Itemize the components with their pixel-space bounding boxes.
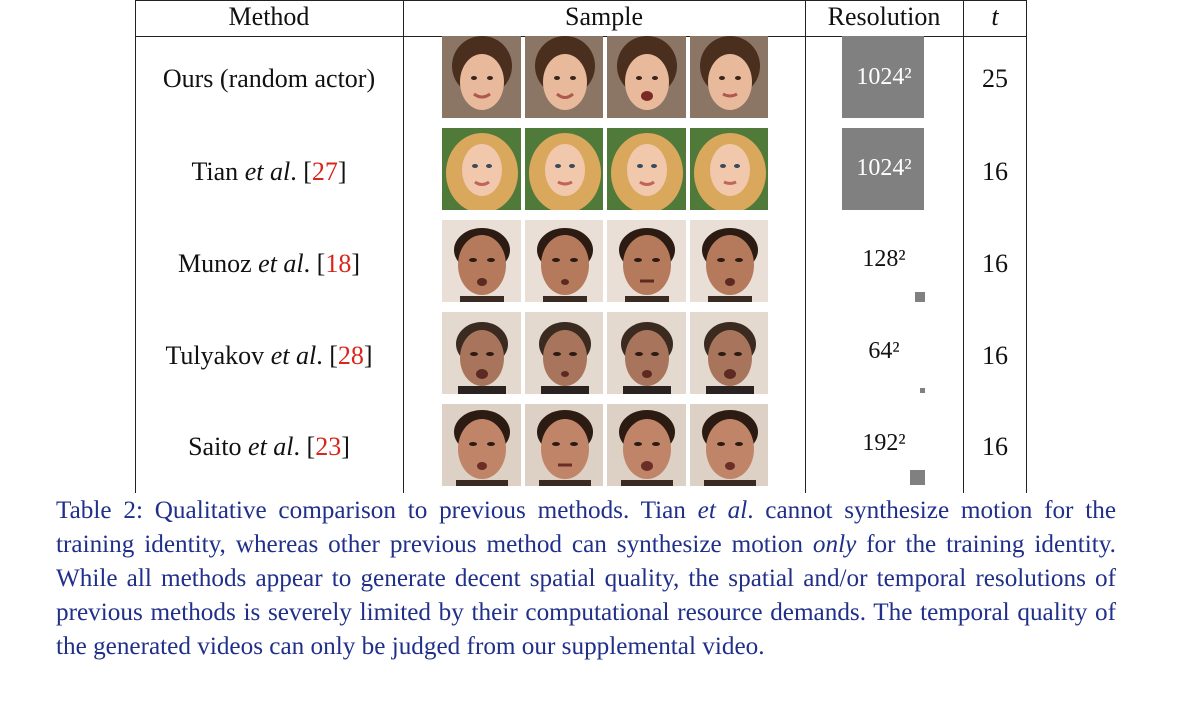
caption-text: Table 2: Qualitative comparison to previ… [56, 497, 698, 524]
method-cell: Tulyakov et al. [28] [135, 341, 403, 371]
sample-strip [442, 312, 768, 394]
resolution-size-block [910, 470, 925, 485]
table-row: Saito et al. [23] 192² 16 [135, 404, 1027, 493]
face-frame [524, 220, 603, 302]
header-method: Method [228, 2, 310, 31]
method-punct: . [ [316, 341, 338, 370]
resolution-value: 1024² [856, 64, 912, 90]
resolution-value: 64² [868, 338, 900, 364]
face-frame [442, 312, 521, 394]
method-etal: et al [248, 432, 294, 461]
method-name: Ours (random actor) [162, 64, 376, 93]
face-frame [607, 128, 686, 210]
resolution-size-block [842, 128, 924, 210]
method-cell: Ours (random actor) [135, 64, 403, 94]
face-frame [524, 404, 603, 486]
face-frame [607, 312, 686, 394]
face-frame [689, 404, 768, 486]
caption-text: . cannot synthesize motion for the train… [56, 497, 1116, 558]
t-value: 25 [982, 64, 1008, 93]
table-row: Ours (random actor) 1024² 25 [135, 36, 1027, 128]
face-frame [524, 128, 603, 210]
face-frame [689, 312, 768, 394]
table-caption: Table 2: Qualitative comparison to previ… [56, 494, 1116, 664]
t-value: 16 [982, 341, 1008, 370]
sample-strip [442, 128, 768, 210]
header-resolution: Resolution [827, 2, 941, 31]
citation-link[interactable]: 23 [315, 432, 342, 461]
face-frame [524, 36, 603, 118]
method-etal: et al [244, 157, 291, 186]
caption-text: for the training identity. While all met… [56, 531, 1116, 660]
table-row: Munoz et al. [18] 128² 16 [135, 220, 1027, 312]
face-frame [442, 404, 521, 486]
resolution-size-block [920, 388, 925, 393]
caption-etal: et al [697, 497, 748, 524]
method-punct: . [ [303, 249, 326, 278]
t-value: 16 [982, 249, 1008, 278]
face-frame [442, 220, 521, 302]
method-bracket: ] [337, 157, 347, 186]
method-etal: et al [270, 341, 317, 370]
comparison-table: Method Sample Resolution t Ours (random … [135, 0, 1027, 493]
method-punct: . [ [290, 157, 312, 186]
t-value: 16 [982, 157, 1008, 186]
sample-strip [442, 36, 768, 118]
method-name: Munoz [177, 249, 259, 278]
face-frame [442, 128, 521, 210]
citation-link[interactable]: 18 [325, 249, 352, 278]
sample-strip [442, 220, 768, 302]
citation-link[interactable]: 28 [337, 341, 364, 370]
method-cell: Saito et al. [23] [135, 432, 403, 462]
table-row: Tulyakov et al. [28] 64² 16 [135, 312, 1027, 404]
face-frame [607, 220, 686, 302]
method-bracket: ] [363, 341, 373, 370]
resolution-value: 192² [862, 430, 906, 456]
face-frame [607, 404, 686, 486]
caption-only: only [812, 531, 857, 558]
face-frame [689, 128, 768, 210]
resolution-value: 128² [862, 246, 906, 272]
resolution-value: 1024² [856, 155, 912, 181]
method-name: Tian [191, 157, 245, 186]
resolution-size-block [842, 36, 924, 118]
method-etal: et al [258, 249, 304, 278]
t-value: 16 [982, 432, 1008, 461]
method-cell: Tian et al. [27] [135, 157, 403, 187]
table-row: Tian et al. [27] 1024² 16 [135, 128, 1027, 220]
header-t: t [991, 2, 999, 31]
method-name: Saito [188, 432, 249, 461]
citation-link[interactable]: 27 [311, 157, 338, 186]
header-sample: Sample [565, 2, 643, 31]
resolution-size-block [915, 292, 925, 302]
sample-strip [442, 404, 768, 486]
method-cell: Munoz et al. [18] [135, 249, 403, 279]
method-bracket: ] [351, 249, 360, 278]
face-frame [524, 312, 603, 394]
method-punct: . [ [293, 432, 316, 461]
face-frame [689, 36, 768, 118]
face-frame [689, 220, 768, 302]
face-frame [607, 36, 686, 118]
face-frame [442, 36, 521, 118]
method-name: Tulyakov [165, 341, 271, 370]
method-bracket: ] [341, 432, 350, 461]
